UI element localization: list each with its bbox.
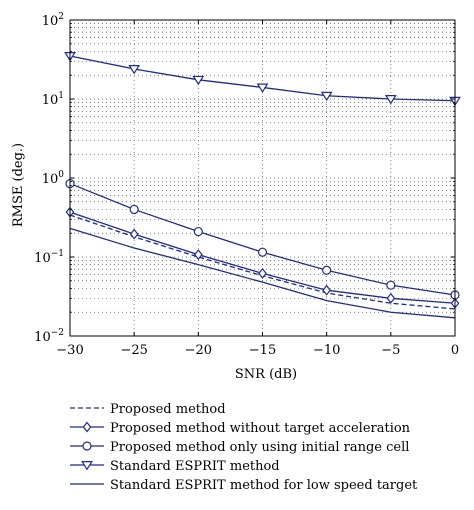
y-axis-title: RMSE (deg.) xyxy=(11,143,26,227)
series-line xyxy=(69,211,456,304)
x-tick-label: −15 xyxy=(249,343,276,358)
x-tick-label: −25 xyxy=(120,343,147,358)
y-tick-label: 10−2 xyxy=(34,328,64,345)
y-tick-label: 101 xyxy=(42,91,64,108)
y-ticks: 10−2 10−1 100 101 102 xyxy=(34,12,455,345)
series-line xyxy=(69,214,456,310)
series-line xyxy=(69,55,456,102)
data-point-diamond xyxy=(386,292,396,304)
x-tick-label: −5 xyxy=(381,343,400,358)
legend-label: Proposed method xyxy=(110,402,226,417)
data-point-triangle xyxy=(256,83,269,93)
x-tick-label: 0 xyxy=(451,343,459,358)
legend-label: Standard ESPRIT method for low speed tar… xyxy=(110,478,418,493)
y-tick-label: 10−1 xyxy=(34,249,64,266)
data-point-diamond xyxy=(193,249,203,261)
y-tick-label: 100 xyxy=(42,170,65,187)
legend: Proposed method Proposed method without t… xyxy=(70,402,418,493)
legend-label: Proposed method only using initial range… xyxy=(110,440,409,455)
data-point-circle xyxy=(82,441,92,451)
data-point-diamond xyxy=(258,267,267,279)
y-tick-label: 102 xyxy=(42,12,64,29)
data-point-triangle xyxy=(81,461,93,471)
data-point-triangle xyxy=(320,91,333,102)
data-point-circle xyxy=(193,226,203,237)
x-axis-title: SNR (dB) xyxy=(235,367,297,382)
data-point-circle xyxy=(386,280,396,290)
data-point-triangle xyxy=(192,75,205,86)
x-ticks: −30 −25 −20 −15 −10 −5 0 xyxy=(56,20,459,358)
data-point-circle xyxy=(129,204,139,215)
data-point-circle xyxy=(257,247,268,257)
data-point-diamond xyxy=(82,421,92,433)
legend-label: Proposed method without target accelerat… xyxy=(110,421,411,436)
series-line xyxy=(69,227,456,319)
grid xyxy=(70,20,455,336)
data-point-triangle xyxy=(384,95,397,105)
data-point-triangle xyxy=(128,65,141,75)
data-point-diamond xyxy=(322,284,332,296)
x-tick-label: −20 xyxy=(185,343,212,358)
data-point-diamond xyxy=(129,228,139,240)
x-tick-label: −10 xyxy=(313,343,340,358)
data-point-circle xyxy=(322,265,332,275)
legend-label: Standard ESPRIT method xyxy=(110,459,280,474)
x-tick-label: −30 xyxy=(56,343,83,358)
